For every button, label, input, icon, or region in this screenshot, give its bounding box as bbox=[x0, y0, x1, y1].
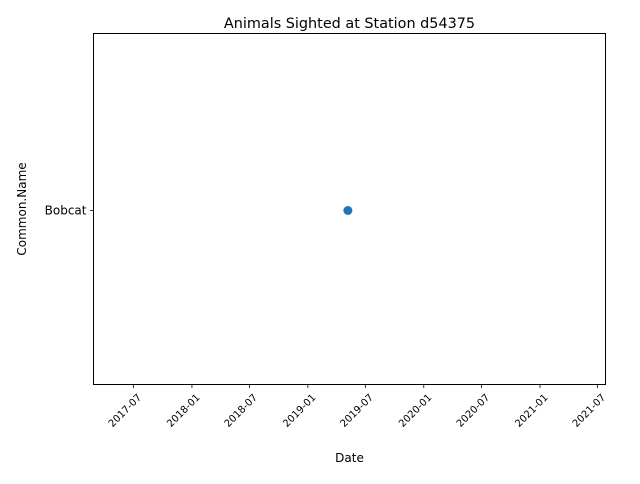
y-tick-label: Bobcat bbox=[45, 204, 87, 218]
y-axis-label: Common.Name bbox=[15, 162, 29, 255]
x-axis-label: Date bbox=[335, 451, 364, 465]
data-point bbox=[343, 206, 353, 215]
plot-area-frame bbox=[93, 33, 606, 385]
chart-title: Animals Sighted at Station d54375 bbox=[224, 16, 475, 32]
